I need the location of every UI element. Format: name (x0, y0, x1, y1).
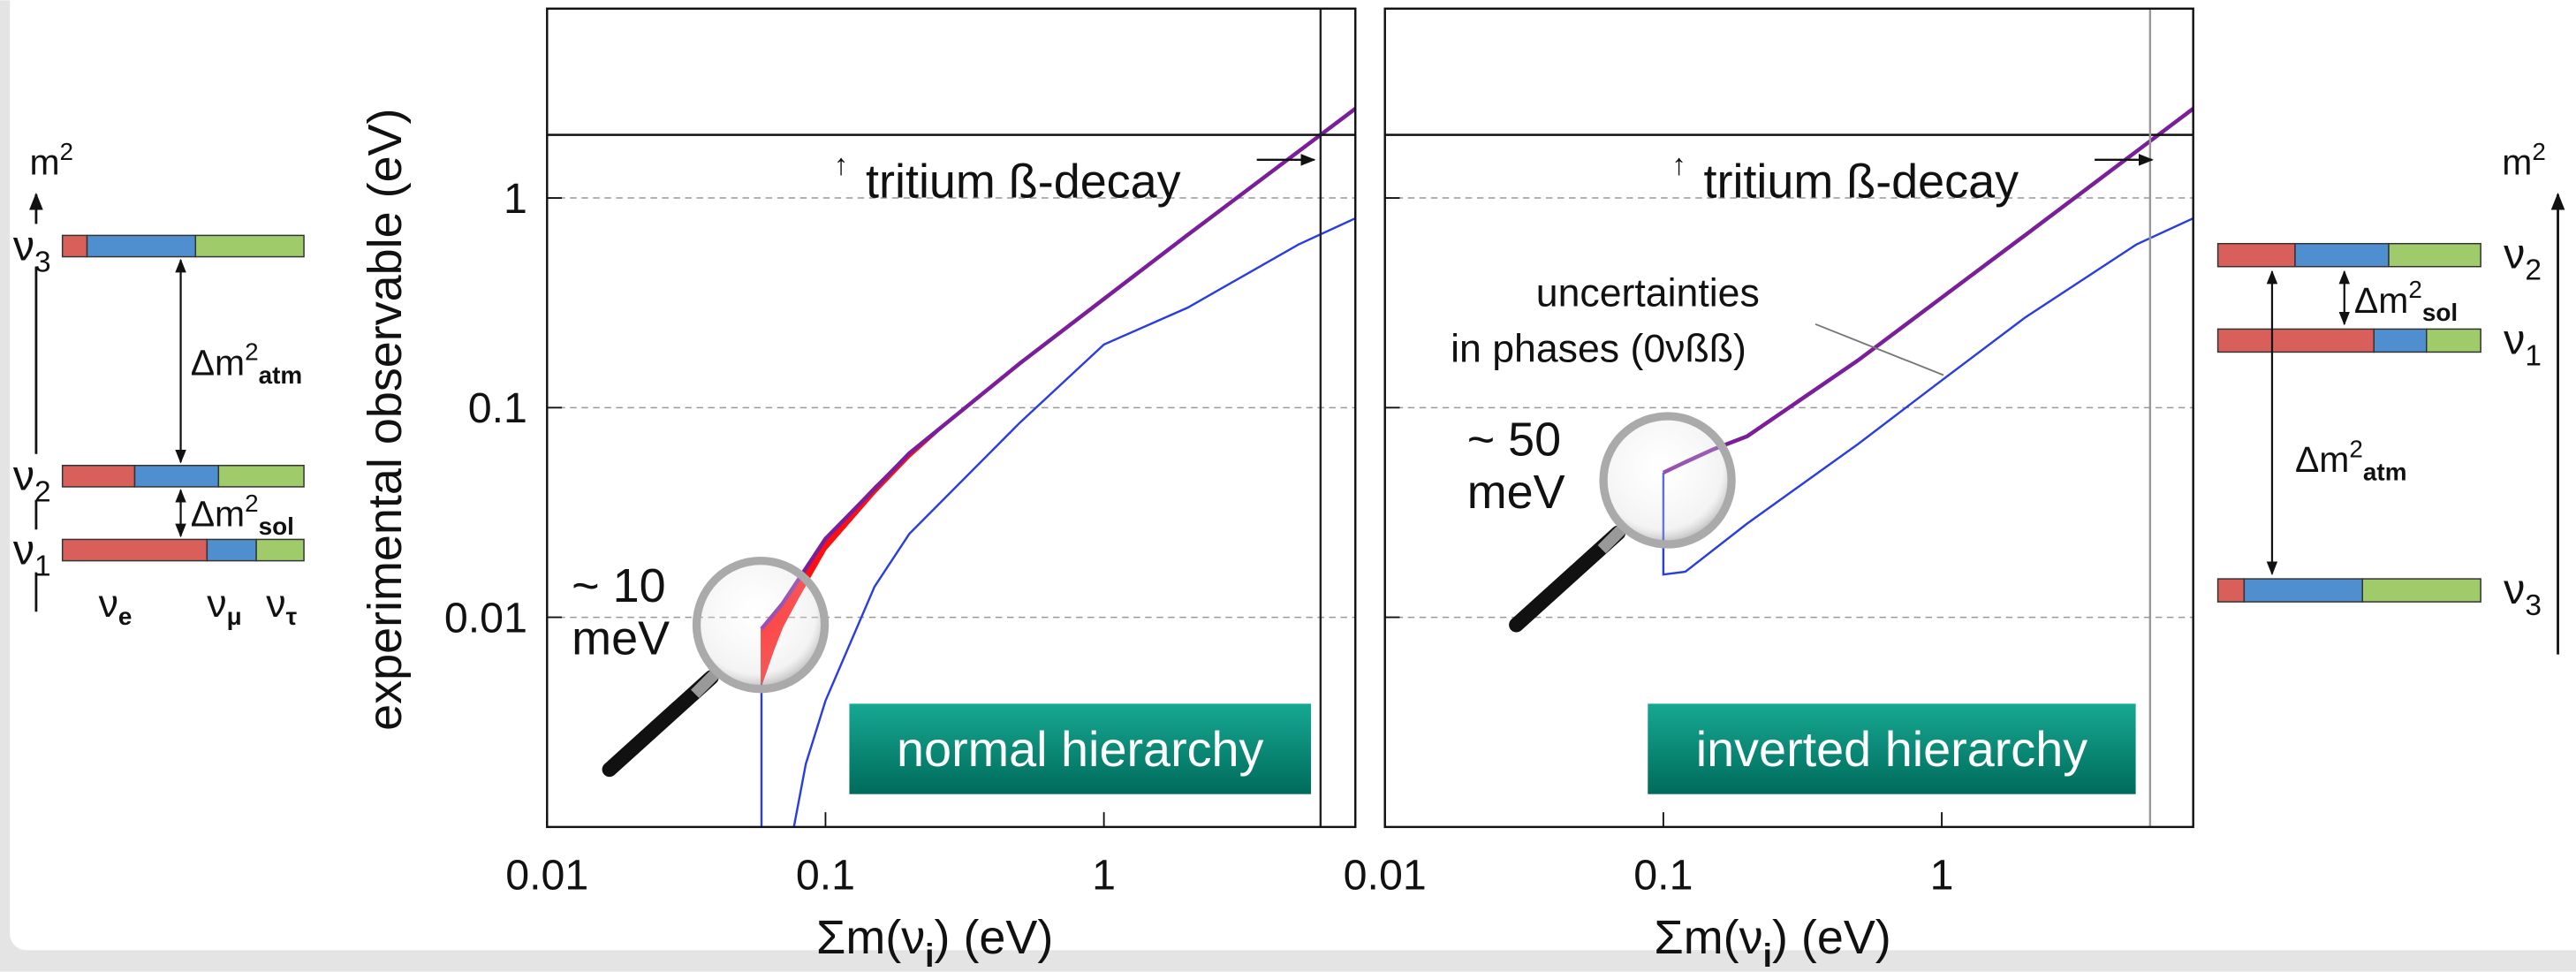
splitting-label: Δm2atm (191, 338, 302, 389)
flavor-label: νe (99, 582, 133, 630)
x-axis-label: Σm(νi) (eV) (1654, 911, 1890, 972)
splitting-label: Δm2sol (191, 490, 294, 540)
magnifier-neck (1597, 525, 1626, 554)
level-label: ν3 (13, 222, 51, 278)
level-label: ν1 (2504, 315, 2542, 372)
annotation: tritium ß-decay (866, 156, 1181, 209)
arrow-glyph: ↑ (1671, 149, 1686, 182)
y-tick-label: 1 (504, 175, 527, 223)
curve (1662, 216, 2194, 576)
flavor-label: νμ (207, 582, 241, 630)
magnifier-label: meV (572, 612, 670, 665)
magnifier-lens (1599, 412, 1736, 549)
level-label: ν2 (13, 452, 51, 509)
x-tick-label: 1 (1930, 852, 1954, 900)
x-tick-label: 0.1 (1633, 852, 1693, 900)
level-label: ν1 (13, 526, 51, 582)
inverted-scheme: m2 ν2 ν1 ν3 Δm2sol Δm2atm (2216, 138, 2565, 655)
x-tick-label: 0.01 (505, 852, 588, 900)
x-axis-label-part: i (925, 937, 934, 972)
plot-frame (1383, 7, 2194, 829)
level-bars (2216, 242, 2481, 603)
magnifier-label: meV (1467, 466, 1565, 519)
x-tick-label: 0.01 (1344, 852, 1427, 900)
level-bars (61, 234, 305, 562)
mass-axis-label: m2 (29, 138, 73, 183)
annotation: tritium ß-decay (1704, 156, 2019, 209)
note-pointer (1815, 323, 1944, 376)
x-axis-label-part: Σm(ν (816, 911, 925, 964)
x-axis-label-part: i (1763, 937, 1772, 972)
mass-axis-label: m2 (2502, 138, 2546, 183)
magnifier-label: ~ 10 (572, 559, 665, 612)
x-axis-label: Σm(νi) (eV) (816, 911, 1053, 972)
curve (792, 216, 1356, 828)
y-tick-label: 0.1 (468, 384, 527, 432)
magnifier-label: ~ 50 (1467, 414, 1561, 467)
splitting-label: Δm2atm (2295, 435, 2407, 485)
magnifier-lens (692, 556, 830, 694)
hierarchy-badge (849, 703, 1312, 794)
arrow-glyph: ↑ (834, 149, 849, 182)
note: uncertainties (1536, 271, 1760, 315)
magnifier-neck (691, 670, 719, 698)
hierarchy-label: inverted hierarchy (1696, 721, 2087, 777)
normal-scheme: m2 ν3 ν2 ν1 Δm2atm Δm2sol νe νμ ντ (13, 138, 305, 630)
x-axis-label-part: Σm(ν (1654, 911, 1762, 964)
y-axis-label: experimental observable (eV) (359, 109, 412, 731)
level-label: ν2 (2504, 231, 2542, 287)
x-tick-label: 0.1 (796, 852, 855, 900)
x-axis-label-part: ) (eV) (1772, 911, 1891, 964)
plot-frame (546, 7, 1357, 829)
flavor-label: ντ (266, 582, 297, 630)
splitting-label: Δm2sol (2354, 276, 2458, 326)
note: in phases (0νßß) (1451, 328, 1746, 371)
x-axis-label-part: ) (eV) (935, 911, 1054, 964)
x-tick-label: 1 (1092, 852, 1116, 900)
hierarchy-badge (1648, 703, 2136, 794)
level-label: ν3 (2504, 566, 2542, 622)
hierarchy-label: normal hierarchy (897, 721, 1264, 777)
y-tick-label: 0.01 (444, 594, 527, 642)
